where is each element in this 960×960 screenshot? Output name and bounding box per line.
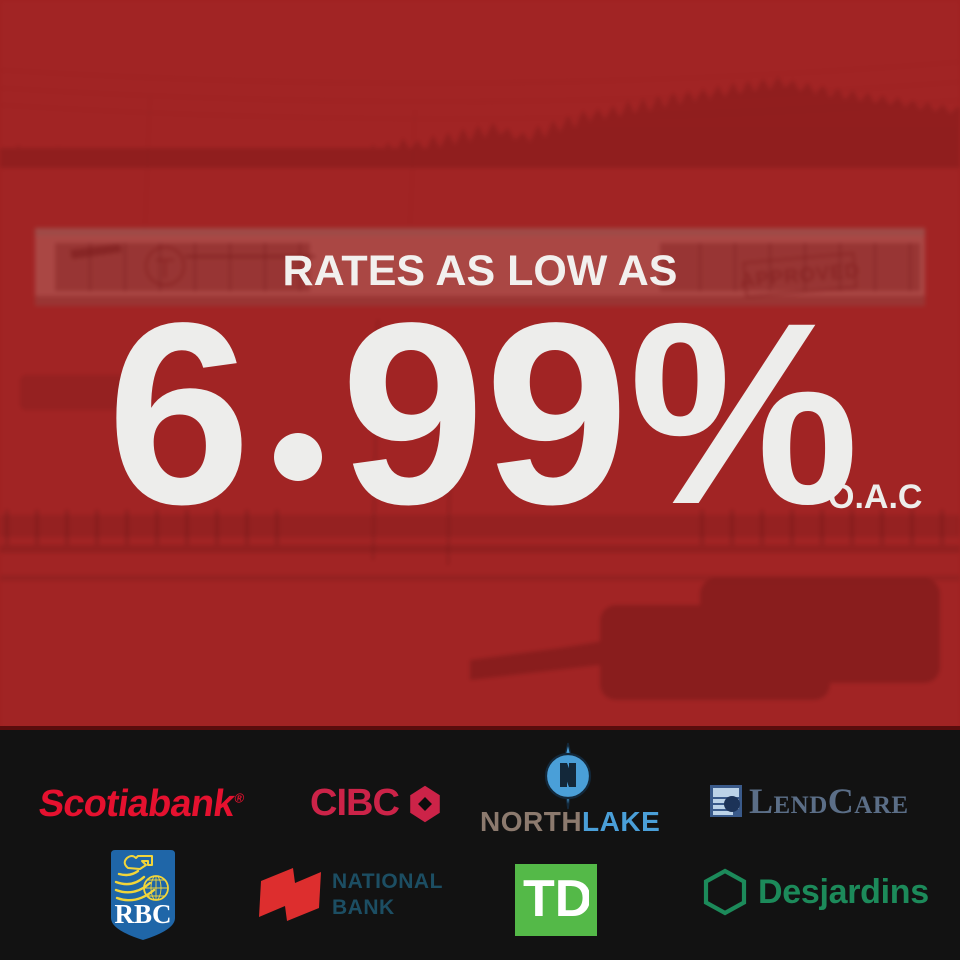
svg-text:RBC: RBC bbox=[114, 899, 171, 929]
svg-text:TD: TD bbox=[523, 874, 589, 926]
